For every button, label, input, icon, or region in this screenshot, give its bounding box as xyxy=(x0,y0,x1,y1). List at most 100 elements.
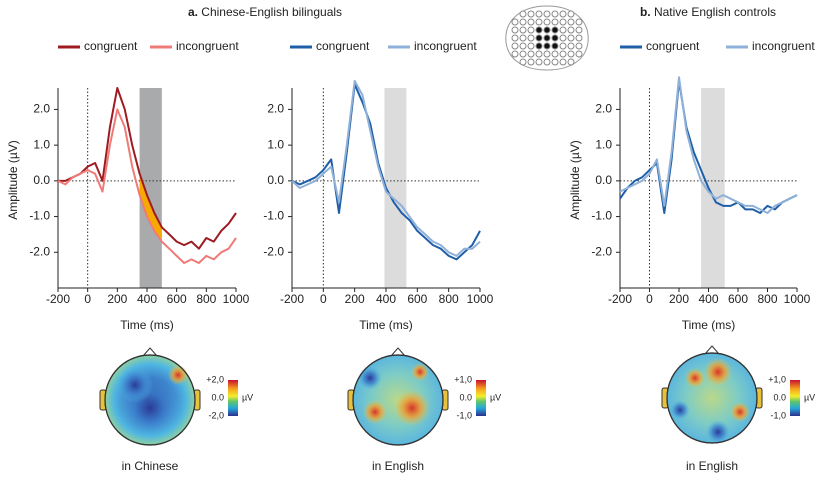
panel-text: Chinese-English bilinguals xyxy=(201,5,342,19)
electrode xyxy=(528,19,534,25)
electrode xyxy=(568,59,574,65)
x-tick-label: -200 xyxy=(46,292,70,306)
electrode xyxy=(568,19,574,25)
y-tick-label: -2.0 xyxy=(29,244,50,258)
electrode xyxy=(568,35,574,41)
electrode xyxy=(552,11,558,17)
topomap-blob xyxy=(670,400,690,420)
electrode xyxy=(536,27,542,33)
electrode xyxy=(528,35,534,41)
time-window xyxy=(384,88,406,288)
x-tick-label: 600 xyxy=(167,292,187,306)
colorbar-label: +1,0 xyxy=(454,374,472,384)
legend-label: congruent xyxy=(316,39,370,53)
topomap-blob xyxy=(730,402,750,422)
colorbar-label: -1,0 xyxy=(770,410,786,420)
topomap-blob xyxy=(168,365,188,385)
x-tick-label: 0 xyxy=(320,292,327,306)
panel-text: Native English controls xyxy=(654,5,776,19)
legend-label: incongruent xyxy=(176,39,239,53)
x-tick-label: 400 xyxy=(137,292,157,306)
electrode xyxy=(512,51,518,57)
electrode xyxy=(512,19,518,25)
colorbar xyxy=(228,380,238,416)
y-tick-label: 0.0 xyxy=(33,173,50,187)
y-tick-label: 0.0 xyxy=(595,173,612,187)
x-tick-label: 800 xyxy=(757,292,777,306)
x-tick-label: 1000 xyxy=(223,292,250,306)
electrode xyxy=(544,51,550,57)
electrode xyxy=(552,35,558,41)
x-tick-label: -200 xyxy=(280,292,304,306)
electrode xyxy=(544,43,550,49)
electrode xyxy=(544,35,550,41)
y-tick-label: 0.0 xyxy=(267,173,284,187)
figure: a. Chinese-English bilinguals b. Native … xyxy=(0,0,828,480)
colorbar-label: +2,0 xyxy=(206,374,224,384)
x-tick-label: 0 xyxy=(646,292,653,306)
electrode xyxy=(536,35,542,41)
electrode xyxy=(528,43,534,49)
y-tick-label: -1.0 xyxy=(263,209,284,223)
electrode xyxy=(520,43,526,49)
electrode xyxy=(568,51,574,57)
electrode xyxy=(544,27,550,33)
electrode xyxy=(536,43,542,49)
electrode xyxy=(568,27,574,33)
electrode xyxy=(552,51,558,57)
colorbar-label: -2,0 xyxy=(208,410,224,420)
colorbar-unit: µV xyxy=(804,392,815,402)
electrode xyxy=(512,43,518,49)
colorbar-label: 0.0 xyxy=(459,392,472,402)
electrode xyxy=(568,11,574,17)
x-tick-label: 200 xyxy=(345,292,365,306)
y-tick-label: 2.0 xyxy=(33,102,50,116)
x-tick-label: 1000 xyxy=(467,292,494,306)
electrode xyxy=(520,19,526,25)
electrode xyxy=(520,51,526,57)
y-tick-label: -2.0 xyxy=(263,244,284,258)
colorbar-label: 0.0 xyxy=(773,392,786,402)
x-tick-label: 0 xyxy=(84,292,91,306)
y-tick-label: 2.0 xyxy=(267,102,284,116)
electrode xyxy=(552,43,558,49)
topomap-blob xyxy=(685,368,705,388)
electrode xyxy=(528,51,534,57)
x-axis-title: Time (ms) xyxy=(682,318,736,332)
electrode xyxy=(560,27,566,33)
electrode xyxy=(536,59,542,65)
electrode xyxy=(552,59,558,65)
panel-title: a. Chinese-English bilinguals xyxy=(188,5,342,19)
x-tick-label: 600 xyxy=(728,292,748,306)
electrode xyxy=(576,27,582,33)
electrode xyxy=(520,35,526,41)
colorbar xyxy=(476,380,486,416)
legend-label: incongruent xyxy=(752,39,815,53)
electrode xyxy=(560,43,566,49)
electrode xyxy=(520,27,526,33)
electrode xyxy=(512,27,518,33)
colorbar xyxy=(790,380,800,416)
x-tick-label: 400 xyxy=(698,292,718,306)
topomap-blob xyxy=(394,390,430,426)
electrode xyxy=(536,11,542,17)
electrode xyxy=(536,19,542,25)
electrode xyxy=(576,51,582,57)
colorbar-unit: µV xyxy=(490,392,501,402)
y-axis-title: Amplitude (µV) xyxy=(568,140,582,220)
y-tick-label: 1.0 xyxy=(595,137,612,151)
topomap-caption: in Chinese xyxy=(122,459,179,473)
y-tick-label: 1.0 xyxy=(267,137,284,151)
x-tick-label: 600 xyxy=(407,292,427,306)
electrode xyxy=(544,11,550,17)
y-tick-label: -1.0 xyxy=(591,209,612,223)
topomap-blob xyxy=(117,367,153,403)
electrode xyxy=(528,11,534,17)
x-tick-label: 800 xyxy=(439,292,459,306)
electrode xyxy=(560,59,566,65)
electrode xyxy=(520,11,526,17)
electrode xyxy=(568,43,574,49)
electrode xyxy=(560,35,566,41)
colorbar-label: -1,0 xyxy=(456,410,472,420)
x-tick-label: 1000 xyxy=(784,292,811,306)
